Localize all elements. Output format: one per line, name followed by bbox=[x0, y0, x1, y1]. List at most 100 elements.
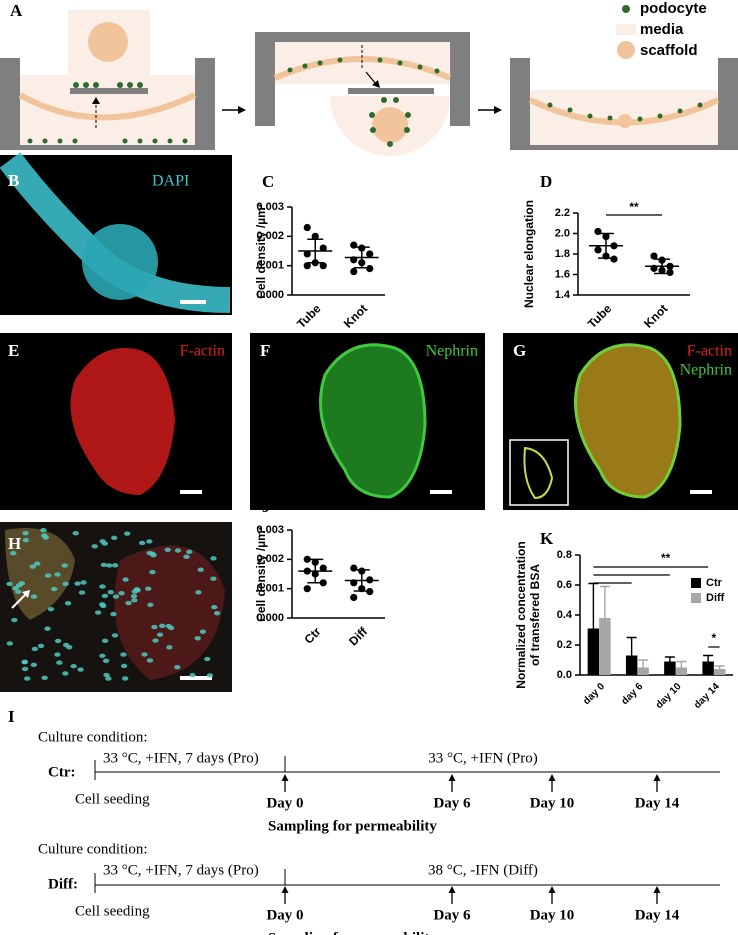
error-bar bbox=[638, 659, 649, 668]
nucleus bbox=[101, 638, 109, 644]
nucleus bbox=[30, 594, 38, 599]
nucleus bbox=[102, 658, 110, 664]
nucleus bbox=[91, 544, 98, 549]
nucleus bbox=[77, 667, 84, 672]
error-bar bbox=[599, 585, 610, 618]
legend-swatch bbox=[691, 578, 701, 588]
nucleus bbox=[197, 567, 204, 572]
nucleus bbox=[151, 624, 158, 630]
nucleus bbox=[186, 549, 193, 555]
nucleus bbox=[149, 569, 156, 575]
y-axis-label: Cell density /µm² bbox=[254, 526, 268, 622]
nucleus bbox=[165, 623, 172, 629]
nucleus bbox=[101, 593, 109, 599]
nucleus bbox=[121, 676, 129, 681]
y-tick-label: 0.0 bbox=[557, 669, 572, 681]
timeline-day: Day 6 bbox=[433, 795, 471, 811]
nucleus bbox=[62, 581, 69, 587]
nucleus bbox=[54, 638, 62, 644]
legend-label: podocyte bbox=[640, 0, 707, 17]
nucleus bbox=[145, 586, 152, 591]
data-point bbox=[350, 593, 358, 602]
timeline-start: Cell seeding bbox=[75, 791, 150, 807]
legend-label: media bbox=[640, 21, 684, 38]
x-tick-label: Knot bbox=[341, 301, 370, 330]
schematic bbox=[0, 5, 738, 156]
y-axis-label: Normalized concentration bbox=[514, 541, 528, 688]
x-tick-label: Knot bbox=[641, 301, 670, 330]
nucleus bbox=[146, 539, 153, 544]
x-tick-label: day 6 bbox=[619, 681, 645, 707]
data-point bbox=[350, 267, 358, 276]
timeline bbox=[94, 756, 720, 893]
significance-label: * bbox=[712, 631, 717, 645]
nucleus bbox=[31, 646, 39, 652]
nucleus bbox=[44, 573, 52, 578]
bar bbox=[587, 628, 600, 675]
nucleus bbox=[6, 581, 13, 587]
nucleus bbox=[164, 547, 171, 552]
nucleus bbox=[125, 600, 132, 606]
stain-label: DAPI bbox=[152, 173, 189, 190]
nucleus bbox=[56, 660, 63, 665]
timeline-day: Day 14 bbox=[635, 907, 680, 923]
nucleus bbox=[141, 652, 148, 657]
nucleus bbox=[78, 590, 86, 595]
nucleus bbox=[30, 662, 38, 668]
y-tick-label: 0.4 bbox=[557, 609, 573, 621]
nucleus bbox=[210, 576, 217, 581]
nucleus bbox=[189, 673, 196, 678]
timeline-phase: 33 °C, +IFN, 7 days (Pro) bbox=[103, 862, 259, 878]
nucleus bbox=[110, 611, 117, 617]
nucleus bbox=[94, 610, 102, 615]
legend-label: Ctr bbox=[706, 577, 723, 589]
data-point bbox=[303, 585, 311, 593]
nucleus bbox=[62, 671, 69, 676]
timeline-phase: 33 °C, +IFN (Pro) bbox=[428, 750, 537, 766]
nucleus bbox=[22, 538, 30, 543]
nucleus bbox=[152, 638, 159, 643]
nucleus bbox=[99, 602, 106, 607]
nucleus bbox=[24, 676, 31, 681]
panel-label: F bbox=[260, 341, 270, 360]
error-bar bbox=[703, 654, 714, 662]
nucleus bbox=[150, 553, 157, 558]
error-bar bbox=[654, 258, 670, 275]
bar bbox=[599, 618, 611, 675]
nucleus bbox=[47, 606, 55, 612]
nucleus bbox=[105, 676, 112, 681]
nucleus bbox=[51, 586, 58, 592]
timeline-sampling: Sampling for permeability bbox=[268, 818, 437, 834]
panel-label: G bbox=[513, 341, 526, 360]
y-tick-label: 0.003 bbox=[256, 201, 284, 213]
y-tick-label: 0.002 bbox=[256, 553, 284, 565]
error-bar bbox=[307, 238, 324, 264]
nucleus bbox=[111, 535, 118, 541]
nucleus bbox=[107, 589, 114, 595]
nucleus bbox=[158, 623, 166, 629]
nucleus bbox=[41, 675, 48, 681]
nucleus bbox=[211, 604, 218, 610]
panel-label: D bbox=[540, 172, 552, 191]
x-tick-label: Diff bbox=[346, 624, 371, 649]
bar bbox=[702, 661, 714, 675]
panel-label: A bbox=[10, 1, 23, 20]
error-bar bbox=[353, 246, 370, 269]
nucleus bbox=[133, 587, 141, 592]
nucleus bbox=[74, 581, 81, 586]
timeline-group: Ctr: bbox=[48, 764, 75, 780]
error-bar bbox=[307, 558, 324, 584]
nucleus bbox=[120, 652, 127, 657]
bar bbox=[625, 655, 638, 675]
nucleus bbox=[70, 663, 77, 669]
error-bar bbox=[588, 582, 599, 629]
timeline-day: Day 10 bbox=[530, 907, 575, 923]
nucleus bbox=[210, 556, 217, 561]
nucleus bbox=[21, 659, 28, 665]
nucleus bbox=[15, 589, 22, 595]
y-tick-label: 0.002 bbox=[256, 230, 284, 242]
data-point bbox=[303, 250, 311, 258]
data-point bbox=[350, 564, 358, 572]
y-tick-label: 0.003 bbox=[256, 524, 284, 536]
nucleus bbox=[29, 564, 37, 569]
